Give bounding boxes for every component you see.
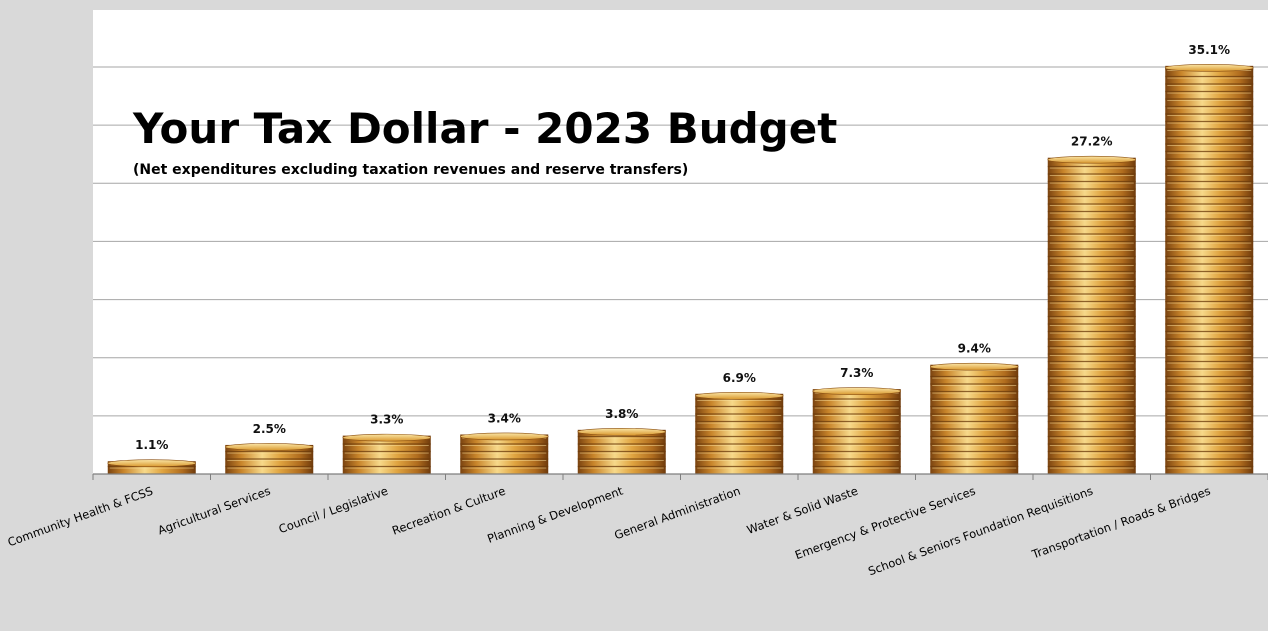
data-label: 7.3% [840,366,873,380]
category-label: Water & Solid Waste [745,484,860,537]
category-label: School & Seniors Foundation Requisitions [866,484,1095,579]
bar-coin-stack [225,443,313,474]
data-label: 3.3% [370,413,403,427]
data-label: 2.5% [253,422,286,436]
category-label: General Administration [612,484,742,543]
bar-coin-stack [460,433,548,474]
category-label: Community Health & FCSS [6,484,155,550]
chart-subtitle: (Net expenditures excluding taxation rev… [133,162,688,178]
data-label: 35.1% [1188,43,1230,57]
bar-coin-stack [813,388,901,474]
chart-title: Your Tax Dollar - 2023 Budget [132,104,837,153]
bar-coin-stack [1165,64,1253,474]
data-label: 27.2% [1071,135,1113,149]
category-label: Agricultural Services [156,484,272,538]
data-label: 3.8% [605,407,638,421]
bar-coin-stack [1048,156,1136,474]
bar-coin-stack [695,392,783,474]
category-label: Planning & Development [485,483,625,545]
data-label: 1.1% [135,438,168,452]
data-label: 3.4% [488,411,521,425]
category-label: Council / Legislative [277,484,390,537]
bar-coin-stack [930,363,1018,474]
x-axis-ticks [93,474,1268,480]
category-label: Recreation & Culture [390,484,507,538]
data-label: 9.4% [958,342,991,356]
data-label: 6.9% [723,371,756,385]
category-labels: Community Health & FCSS Agricultural Serv… [6,483,1213,578]
bar-coin-stack [343,434,431,474]
bar-coin-stack [108,460,196,474]
bar-coin-stack [578,428,666,474]
